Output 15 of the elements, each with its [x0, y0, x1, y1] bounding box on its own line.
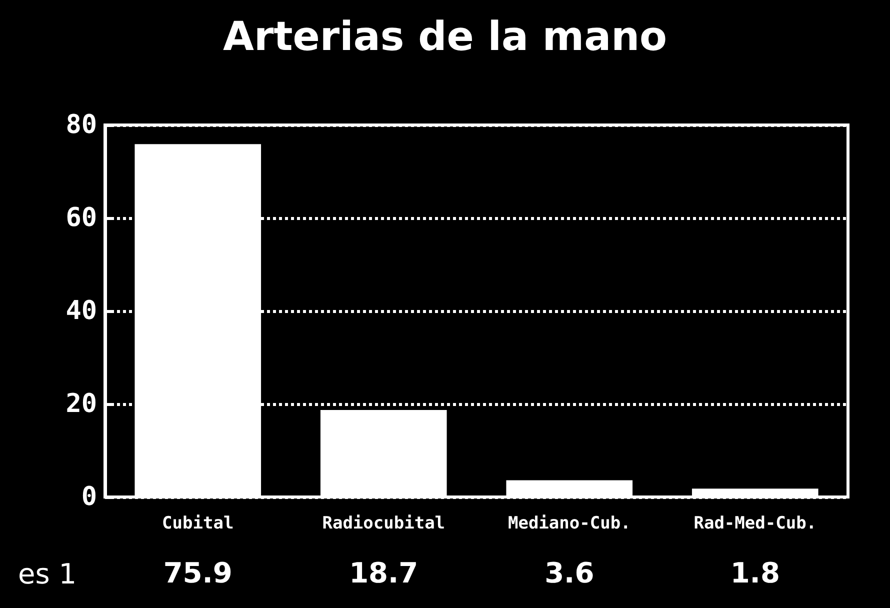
chart-title: Arterias de la mano [222, 14, 668, 60]
data-label: 3.6 [544, 556, 594, 590]
y-tick-label: 80 [66, 110, 97, 140]
y-tick-label: 40 [66, 296, 97, 326]
y-tick-label: 20 [66, 389, 97, 419]
x-tick-label: Rad-Med-Cub. [694, 514, 817, 534]
y-tick-label: 0 [81, 482, 97, 512]
data-label: 1.8 [730, 556, 780, 590]
y-tick-label: 60 [66, 203, 97, 233]
data-label: 75.9 [163, 556, 232, 590]
text: es 1 [18, 558, 77, 590]
data-label: 18.7 [349, 556, 418, 590]
x-tick-label: Cubital [162, 514, 234, 534]
x-tick-label: Mediano-Cub. [508, 514, 631, 534]
x-tick-label: Radiocubital [322, 514, 446, 534]
